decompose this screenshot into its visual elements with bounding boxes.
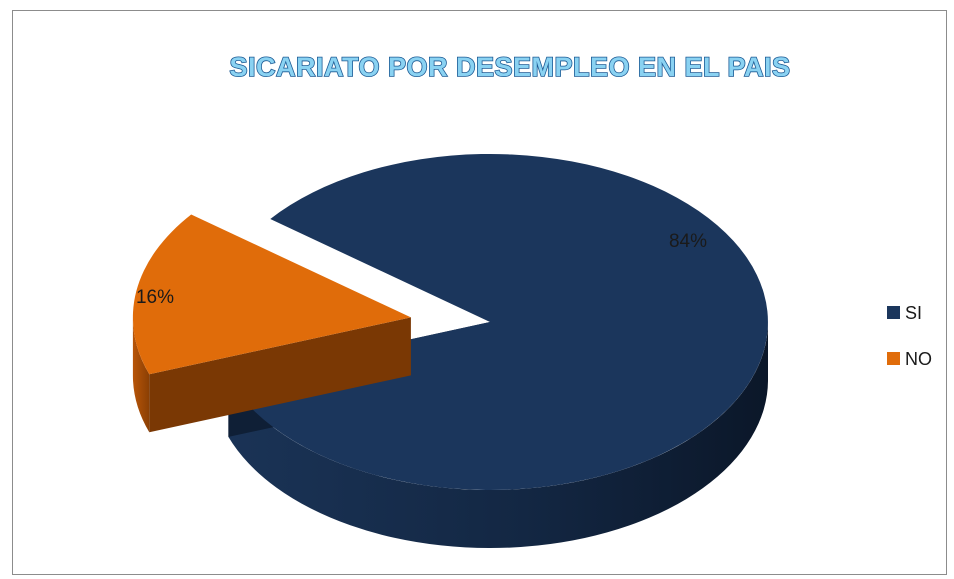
pie-slice-no-cut-face: [149, 317, 411, 433]
data-label-no: 16%: [136, 287, 174, 308]
data-label-si: 84%: [669, 231, 707, 252]
pie-slice-si: [228, 153, 768, 490]
legend-label-no: NO: [905, 349, 932, 369]
pie-slice-si-side: [228, 322, 769, 549]
legend-label-si: SI: [905, 303, 922, 323]
legend: SI NO: [887, 303, 932, 369]
pie-slices: [132, 153, 769, 549]
legend-swatch-si: [887, 306, 900, 319]
chart-title: SICARIATO POR DESEMPLEO EN EL PAIS: [229, 52, 790, 82]
legend-swatch-no: [887, 352, 900, 365]
pie-slice-no: [132, 214, 411, 375]
pie-slice-no-side: [132, 317, 150, 433]
